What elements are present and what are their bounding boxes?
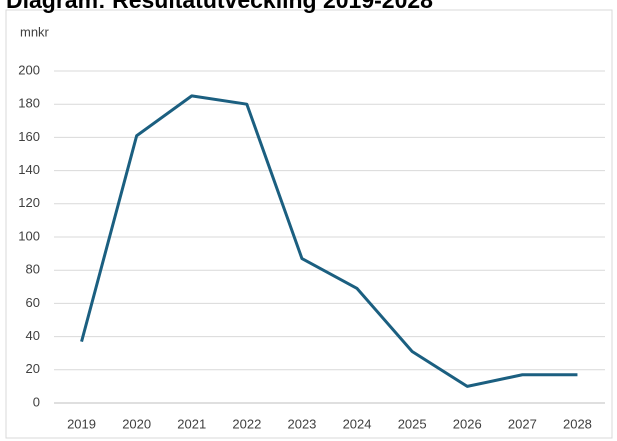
x-tick-label: 2021 — [177, 416, 206, 431]
x-tick-label: 2023 — [287, 416, 316, 431]
x-tick-label: 2020 — [122, 416, 151, 431]
x-tick-label: 2022 — [232, 416, 261, 431]
x-tick-label: 2026 — [453, 416, 482, 431]
x-tick-label: 2025 — [398, 416, 427, 431]
y-tick-label: 60 — [26, 295, 40, 310]
x-tick-label: 2027 — [508, 416, 537, 431]
y-tick-label: 120 — [18, 195, 40, 210]
x-tick-label: 2028 — [563, 416, 592, 431]
chart-title: Diagram: Resultatutveckling 2019-2028 — [6, 0, 433, 13]
y-tick-label: 100 — [18, 228, 40, 243]
y-tick-label: 80 — [26, 262, 40, 277]
y-tick-label: 160 — [18, 129, 40, 144]
y-axis-label: mnkr — [20, 24, 50, 39]
y-tick-label: 20 — [26, 361, 40, 376]
x-tick-label: 2019 — [67, 416, 96, 431]
x-tick-label: 2024 — [343, 416, 372, 431]
y-tick-label: 0 — [33, 394, 40, 409]
y-tick-label: 40 — [26, 328, 40, 343]
data-line — [80, 94, 578, 388]
y-tick-label: 180 — [18, 96, 40, 111]
y-tick-label: 140 — [18, 162, 40, 177]
chart-border — [5, 9, 613, 439]
y-tick-label: 200 — [18, 62, 40, 77]
